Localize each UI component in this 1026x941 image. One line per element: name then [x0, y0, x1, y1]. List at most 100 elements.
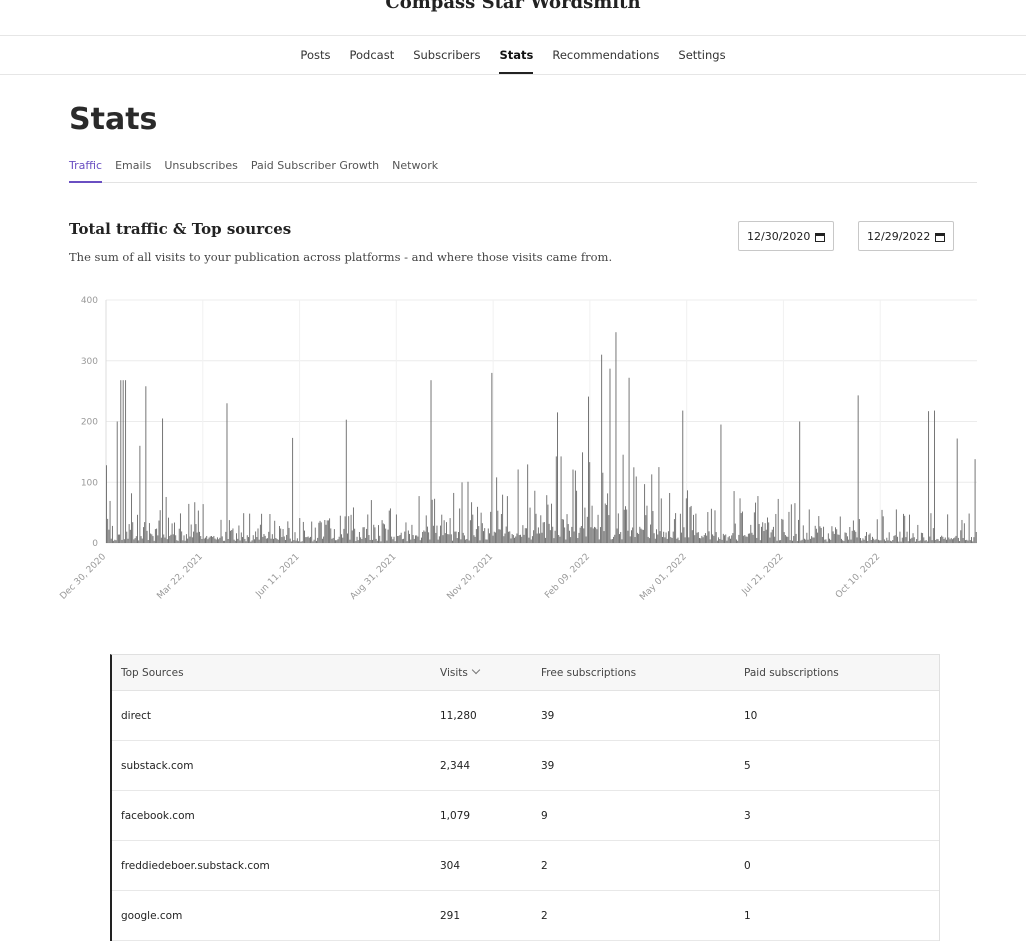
- x-tick-label: Jul 21, 2022: [740, 552, 786, 598]
- bar: [583, 528, 585, 543]
- bar: [801, 539, 803, 543]
- bar: [521, 536, 523, 543]
- nav-item-posts[interactable]: Posts: [300, 48, 331, 62]
- bar: [474, 536, 476, 543]
- bar: [601, 354, 603, 543]
- bar: [877, 539, 879, 543]
- bar: [788, 511, 790, 543]
- column-header-visits[interactable]: Visits: [431, 665, 532, 679]
- bar: [861, 540, 863, 543]
- visits-value: 1,079: [440, 809, 471, 822]
- bar: [520, 534, 521, 543]
- bar: [530, 539, 532, 543]
- bar: [311, 521, 313, 543]
- bar: [171, 523, 173, 543]
- table-row[interactable]: freddiedeboer.substack.com 304 2 0: [112, 841, 939, 891]
- start-date-input[interactable]: 12/30/2020: [738, 221, 834, 251]
- bar: [201, 538, 203, 543]
- bar: [559, 536, 561, 543]
- x-tick-label: Feb 09, 2022: [543, 552, 592, 601]
- bar: [710, 508, 712, 543]
- bar: [849, 527, 851, 543]
- bar: [858, 519, 860, 543]
- bar: [920, 532, 922, 543]
- bar: [682, 410, 684, 543]
- bar: [597, 514, 599, 543]
- bar: [582, 452, 584, 543]
- bar: [391, 536, 393, 543]
- bar: [741, 511, 743, 543]
- nav-item-settings[interactable]: Settings: [678, 48, 726, 62]
- bar: [572, 469, 574, 543]
- tab-emails[interactable]: Emails: [115, 159, 152, 172]
- bar: [585, 536, 587, 543]
- bar: [517, 469, 519, 543]
- bar: [326, 520, 328, 543]
- bar: [466, 538, 468, 543]
- bar: [830, 539, 832, 543]
- bar: [669, 492, 671, 543]
- bar: [892, 540, 894, 543]
- bar: [400, 532, 402, 543]
- end-date-input[interactable]: 12/29/2022: [858, 221, 954, 251]
- visits-value: 291: [440, 909, 461, 922]
- bar: [268, 531, 270, 543]
- bar: [666, 538, 668, 543]
- bar: [424, 531, 426, 543]
- bar: [467, 481, 469, 543]
- tab-network[interactable]: Network: [392, 159, 439, 172]
- bar: [264, 535, 266, 543]
- bar: [768, 522, 770, 543]
- bar: [908, 514, 910, 543]
- table-row[interactable]: facebook.com 1,079 9 3: [112, 791, 939, 841]
- nav-item-subscribers[interactable]: Subscribers: [413, 48, 481, 62]
- bar: [473, 535, 475, 543]
- tab-paid-subscriber-growth[interactable]: Paid Subscriber Growth: [250, 159, 380, 172]
- bar: [332, 537, 334, 543]
- bar: [793, 535, 795, 543]
- bar: [564, 527, 566, 543]
- nav-item-podcast[interactable]: Podcast: [349, 48, 395, 62]
- bar: [333, 529, 335, 543]
- bar: [726, 540, 728, 543]
- bar: [516, 533, 518, 543]
- tab-traffic[interactable]: Traffic: [69, 156, 103, 183]
- bar: [443, 520, 445, 543]
- nav-item-stats[interactable]: Stats: [499, 36, 533, 74]
- end-date-value: 12/29/2022: [867, 229, 931, 243]
- bar: [879, 540, 881, 543]
- bar: [518, 535, 520, 543]
- bar: [170, 534, 172, 543]
- bar: [626, 509, 628, 543]
- bar: [428, 532, 430, 543]
- bar: [448, 534, 450, 543]
- bar: [304, 530, 306, 543]
- bar: [603, 531, 605, 543]
- bar: [855, 531, 857, 543]
- bar: [662, 536, 663, 543]
- bar: [506, 496, 508, 543]
- bar: [310, 536, 311, 543]
- bar: [642, 529, 644, 543]
- bar: [339, 515, 341, 543]
- bar: [234, 540, 236, 543]
- bar: [610, 539, 612, 543]
- bar: [836, 529, 838, 543]
- bar: [465, 539, 467, 543]
- bar: [535, 513, 537, 543]
- table-row[interactable]: direct 11,280 39 10: [112, 691, 939, 741]
- tab-unsubscribes[interactable]: Unsubscribes: [164, 159, 238, 172]
- paid-subscriptions-value: 3: [744, 809, 751, 822]
- nav-item-recommendations[interactable]: Recommendations: [552, 48, 660, 62]
- table-row[interactable]: substack.com 2,344 39 5: [112, 741, 939, 791]
- bar: [119, 534, 121, 543]
- bar: [782, 519, 784, 543]
- bar: [175, 535, 177, 543]
- bar: [401, 539, 403, 543]
- bar: [335, 540, 337, 543]
- bar: [178, 528, 180, 543]
- bar: [883, 539, 885, 543]
- table-row[interactable]: google.com 291 2 1: [112, 891, 939, 941]
- bar: [426, 526, 428, 543]
- bar: [645, 515, 647, 543]
